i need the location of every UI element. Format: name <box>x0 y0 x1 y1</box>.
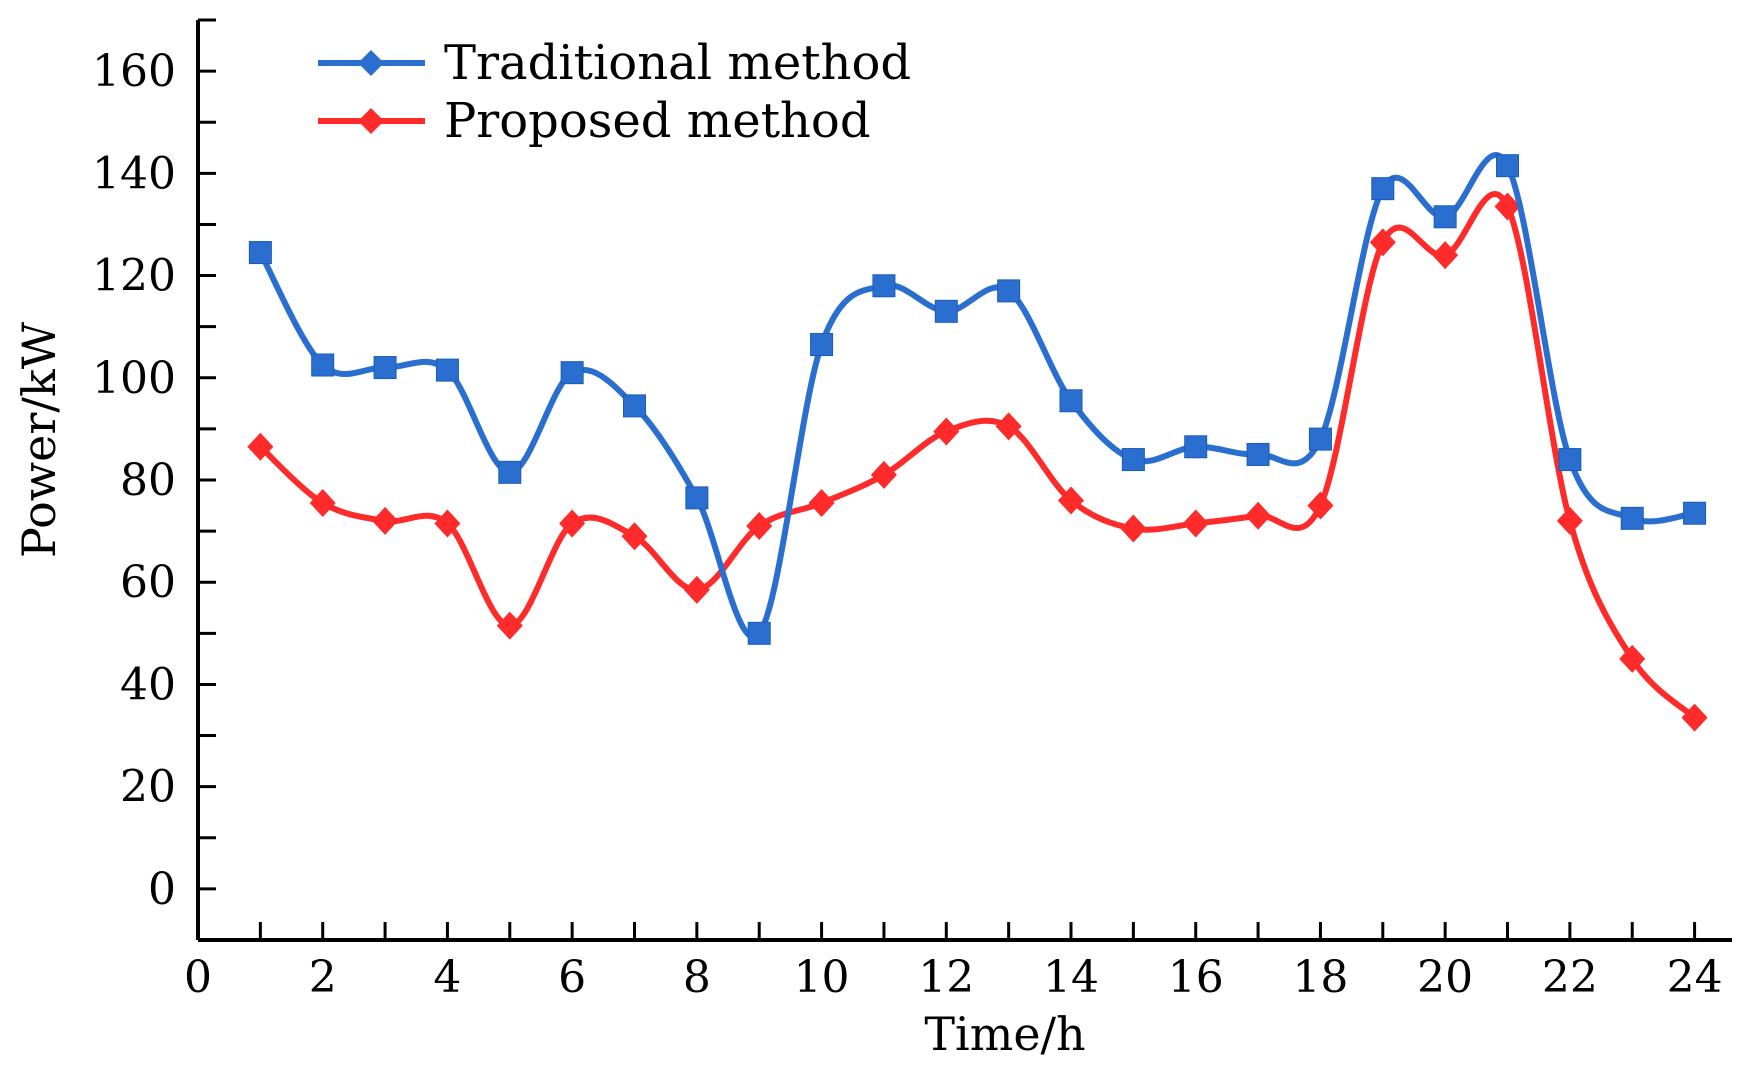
data-point-proposed <box>1619 644 1646 673</box>
x-tick-label: 24 <box>1667 952 1723 1003</box>
y-tick-label: 140 <box>92 148 176 199</box>
data-point-traditional <box>997 279 1021 303</box>
data-point-proposed <box>1245 501 1272 530</box>
y-axis-title: Power/kW <box>12 321 66 558</box>
data-point-traditional <box>435 358 459 382</box>
data-point-proposed <box>1182 509 1209 538</box>
y-tick-label: 60 <box>120 557 176 608</box>
data-point-proposed <box>621 522 648 551</box>
data-point-proposed <box>434 509 461 538</box>
data-point-traditional <box>1308 427 1332 451</box>
x-tick-label: 18 <box>1292 952 1348 1003</box>
y-tick-label: 80 <box>120 455 176 506</box>
legend-marker <box>358 108 384 134</box>
data-point-traditional <box>311 353 335 377</box>
data-point-proposed <box>247 432 274 461</box>
legend-item-proposed: Proposed method <box>318 93 871 149</box>
data-point-traditional <box>1121 448 1145 472</box>
data-point-proposed <box>1058 486 1085 515</box>
data-point-traditional <box>1371 177 1395 201</box>
data-point-traditional <box>1620 506 1644 530</box>
x-tick-label: 12 <box>918 952 974 1003</box>
data-point-proposed <box>1432 241 1459 270</box>
plot-area <box>247 152 1708 732</box>
data-point-traditional <box>1558 448 1582 472</box>
data-point-traditional <box>1184 435 1208 459</box>
data-point-traditional <box>1246 442 1270 466</box>
data-point-proposed <box>1681 703 1708 732</box>
data-point-proposed <box>309 489 336 517</box>
y-tick-label: 40 <box>120 659 176 710</box>
data-point-proposed <box>1494 192 1521 221</box>
y-tick-label: 0 <box>148 864 176 915</box>
data-point-traditional <box>1683 501 1707 525</box>
x-tick-label: 0 <box>184 952 212 1003</box>
x-tick-label: 10 <box>794 952 850 1003</box>
data-point-proposed <box>496 611 523 640</box>
y-tick-label: 20 <box>120 762 176 813</box>
data-point-traditional <box>1059 389 1083 413</box>
data-point-proposed <box>683 575 710 604</box>
y-tick-label: 120 <box>92 251 176 302</box>
x-tick-label: 16 <box>1168 952 1224 1003</box>
y-tick-label: 160 <box>92 46 176 97</box>
data-point-proposed <box>1307 491 1334 520</box>
data-point-proposed <box>933 417 960 446</box>
data-point-proposed <box>995 412 1022 441</box>
data-point-traditional <box>872 274 896 298</box>
data-point-proposed <box>1556 506 1583 535</box>
data-point-traditional <box>1496 154 1520 178</box>
legend-marker <box>358 50 384 76</box>
data-point-proposed <box>559 509 586 538</box>
data-point-traditional <box>373 356 397 380</box>
data-point-traditional <box>248 241 272 265</box>
x-tick-label: 6 <box>558 952 586 1003</box>
x-axis-title: Time/h <box>924 1007 1085 1061</box>
series-line-proposed <box>258 191 1697 720</box>
data-point-proposed <box>1120 514 1147 543</box>
legend-label: Proposed method <box>444 93 871 149</box>
legend-label: Traditional method <box>444 35 911 91</box>
data-point-proposed <box>372 506 399 535</box>
series-line-traditional <box>257 152 1696 640</box>
data-point-traditional <box>623 394 647 418</box>
x-tick-label: 14 <box>1043 952 1099 1003</box>
x-tick-label: 22 <box>1542 952 1598 1003</box>
data-point-proposed <box>870 460 897 489</box>
y-tick-label: 100 <box>92 353 176 404</box>
data-point-traditional <box>934 299 958 323</box>
data-point-traditional <box>810 333 834 357</box>
x-tick-label: 4 <box>433 952 461 1003</box>
data-point-traditional <box>747 621 771 645</box>
legend-item-traditional: Traditional method <box>318 35 911 91</box>
data-point-traditional <box>498 460 522 484</box>
series-proposed <box>247 191 1708 732</box>
data-point-traditional <box>560 361 584 385</box>
x-tick-label: 2 <box>309 952 337 1003</box>
x-tick-label: 8 <box>683 952 711 1003</box>
series-traditional <box>248 152 1707 645</box>
data-point-proposed <box>808 489 835 517</box>
data-point-traditional <box>685 486 709 510</box>
data-point-traditional <box>1433 205 1457 229</box>
data-point-proposed <box>746 512 773 540</box>
data-point-proposed <box>1369 228 1396 257</box>
x-tick-label: 20 <box>1417 952 1473 1003</box>
